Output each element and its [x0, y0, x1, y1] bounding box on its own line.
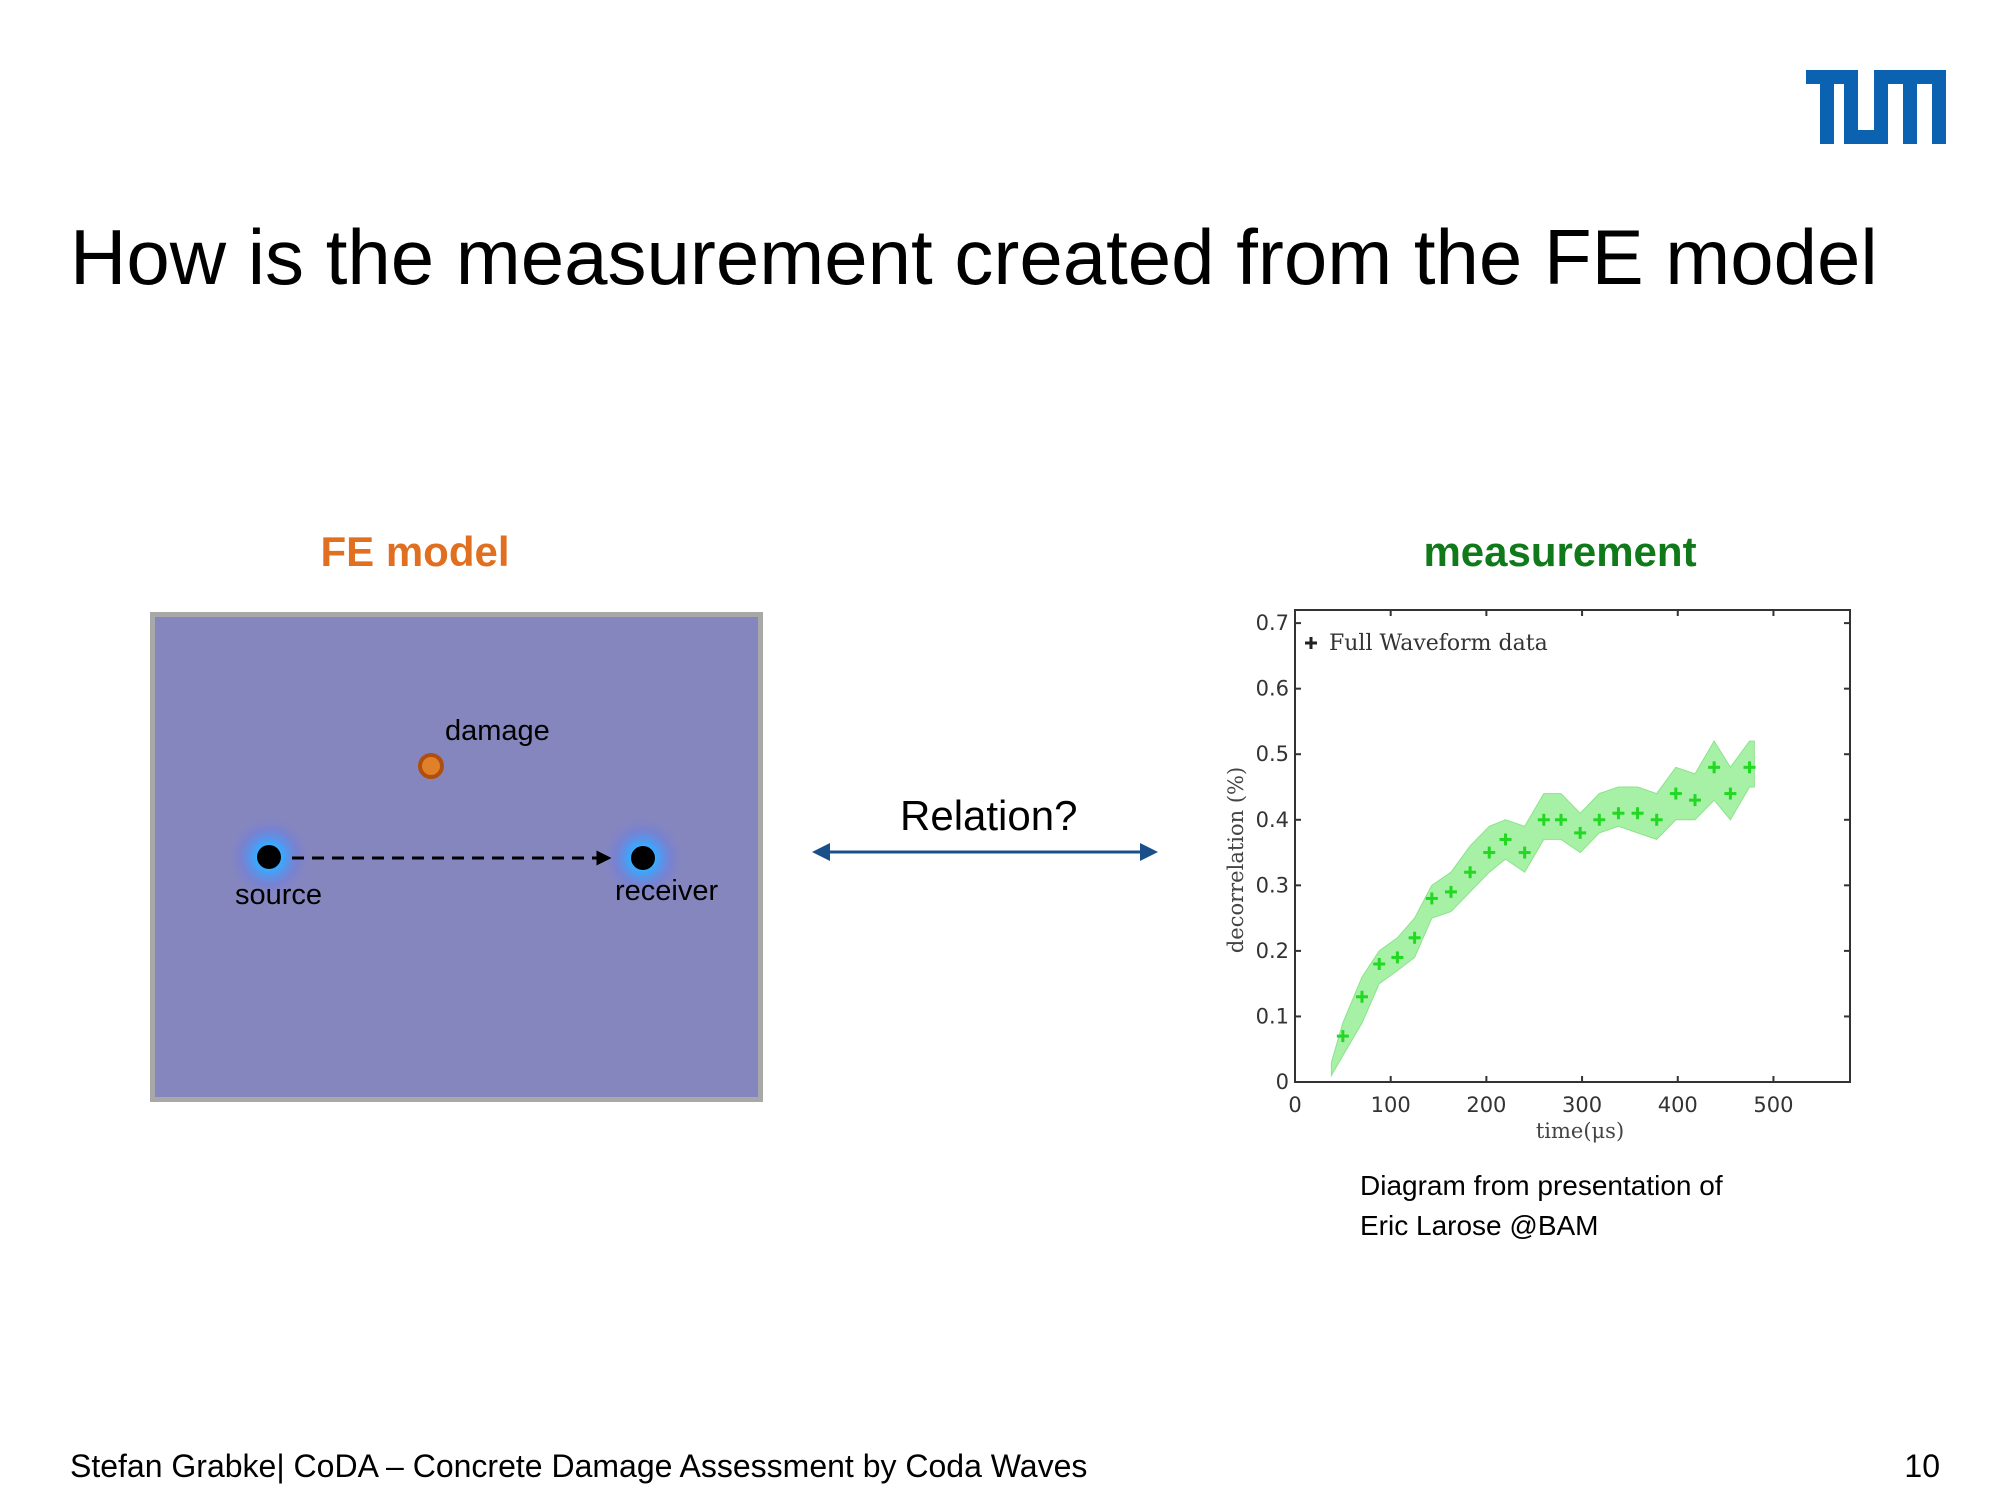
data-point	[1444, 885, 1457, 898]
data-point	[1537, 813, 1550, 826]
measurement-heading: measurement	[1423, 528, 1697, 575]
credit-line-1: Diagram from presentation of	[1360, 1170, 1723, 1201]
y-tick-label: 0.5	[1256, 742, 1289, 766]
data-point	[1499, 833, 1512, 846]
y-tick-label: 0.1	[1256, 1004, 1289, 1028]
legend-label: Full Waveform data	[1329, 631, 1548, 656]
credit-line-2: Eric Larose @BAM	[1360, 1210, 1599, 1241]
fe-model-panel: damage source receiver	[150, 612, 763, 1102]
data-point	[1688, 794, 1701, 807]
relation-label: Relation?	[900, 792, 1078, 839]
data-point	[1612, 807, 1625, 820]
data-point	[1631, 807, 1644, 820]
data-point	[1373, 958, 1386, 970]
data-point	[1650, 813, 1663, 826]
x-tick-label: 400	[1658, 1093, 1698, 1117]
data-point	[1669, 787, 1682, 800]
y-tick-label: 0.7	[1256, 611, 1289, 635]
footer-text: Stefan Grabke| CoDA – Concrete Damage As…	[70, 1448, 1088, 1484]
decorrelation-chart: 0 100 200 300 400 500 0 0.1 0.2 0.3 0.4 0.5 0.6 0.7 F…	[1224, 609, 1851, 1143]
fe-model-heading: FE model	[320, 528, 510, 575]
data-point	[1425, 892, 1438, 905]
data-point	[1483, 846, 1496, 859]
data-point	[1408, 931, 1421, 944]
x-axis-label: time(μs)	[1536, 1119, 1624, 1143]
tum-logo	[1806, 70, 1946, 144]
x-tick-label: 500	[1753, 1093, 1793, 1117]
y-tick-label: 0.6	[1256, 677, 1289, 701]
page-number: 10	[1904, 1448, 1940, 1484]
y-tick-label: 0.2	[1256, 939, 1289, 963]
x-tick-label: 0	[1288, 1093, 1301, 1117]
source-point	[257, 845, 281, 869]
x-tick-label: 200	[1466, 1093, 1506, 1117]
data-point	[1743, 761, 1756, 774]
receiver-point	[631, 846, 655, 870]
data-point	[1464, 866, 1477, 879]
uncertainty-band	[1330, 740, 1755, 1078]
slide-title: How is the measurement created from the …	[70, 213, 1878, 301]
data-point	[1593, 813, 1606, 826]
data-point	[1708, 761, 1721, 774]
data-point	[1555, 813, 1568, 826]
data-point	[1574, 826, 1587, 839]
relation-double-arrow	[812, 843, 1158, 861]
fe-model-graphic	[225, 753, 687, 902]
damage-label: damage	[445, 715, 550, 747]
y-axis-label: decorrelation (%)	[1224, 767, 1248, 953]
data-point	[1336, 1030, 1349, 1043]
y-tick-label: 0	[1276, 1070, 1289, 1094]
source-label: source	[235, 879, 323, 911]
plot-frame	[1294, 609, 1851, 1083]
data-point	[1355, 990, 1368, 1003]
x-tick-label: 100	[1371, 1093, 1411, 1117]
y-tick-label: 0.3	[1256, 873, 1289, 897]
data-point	[1391, 951, 1404, 964]
damage-point	[418, 753, 444, 779]
y-tick-label: 0.4	[1256, 808, 1289, 832]
diagram-credit: Diagram from presentation of Eric Larose…	[1360, 1166, 1723, 1246]
legend-marker	[1305, 637, 1317, 649]
x-tick-label: 300	[1562, 1093, 1602, 1117]
data-point	[1518, 846, 1531, 859]
receiver-label: receiver	[615, 875, 719, 907]
data-point	[1724, 787, 1737, 800]
